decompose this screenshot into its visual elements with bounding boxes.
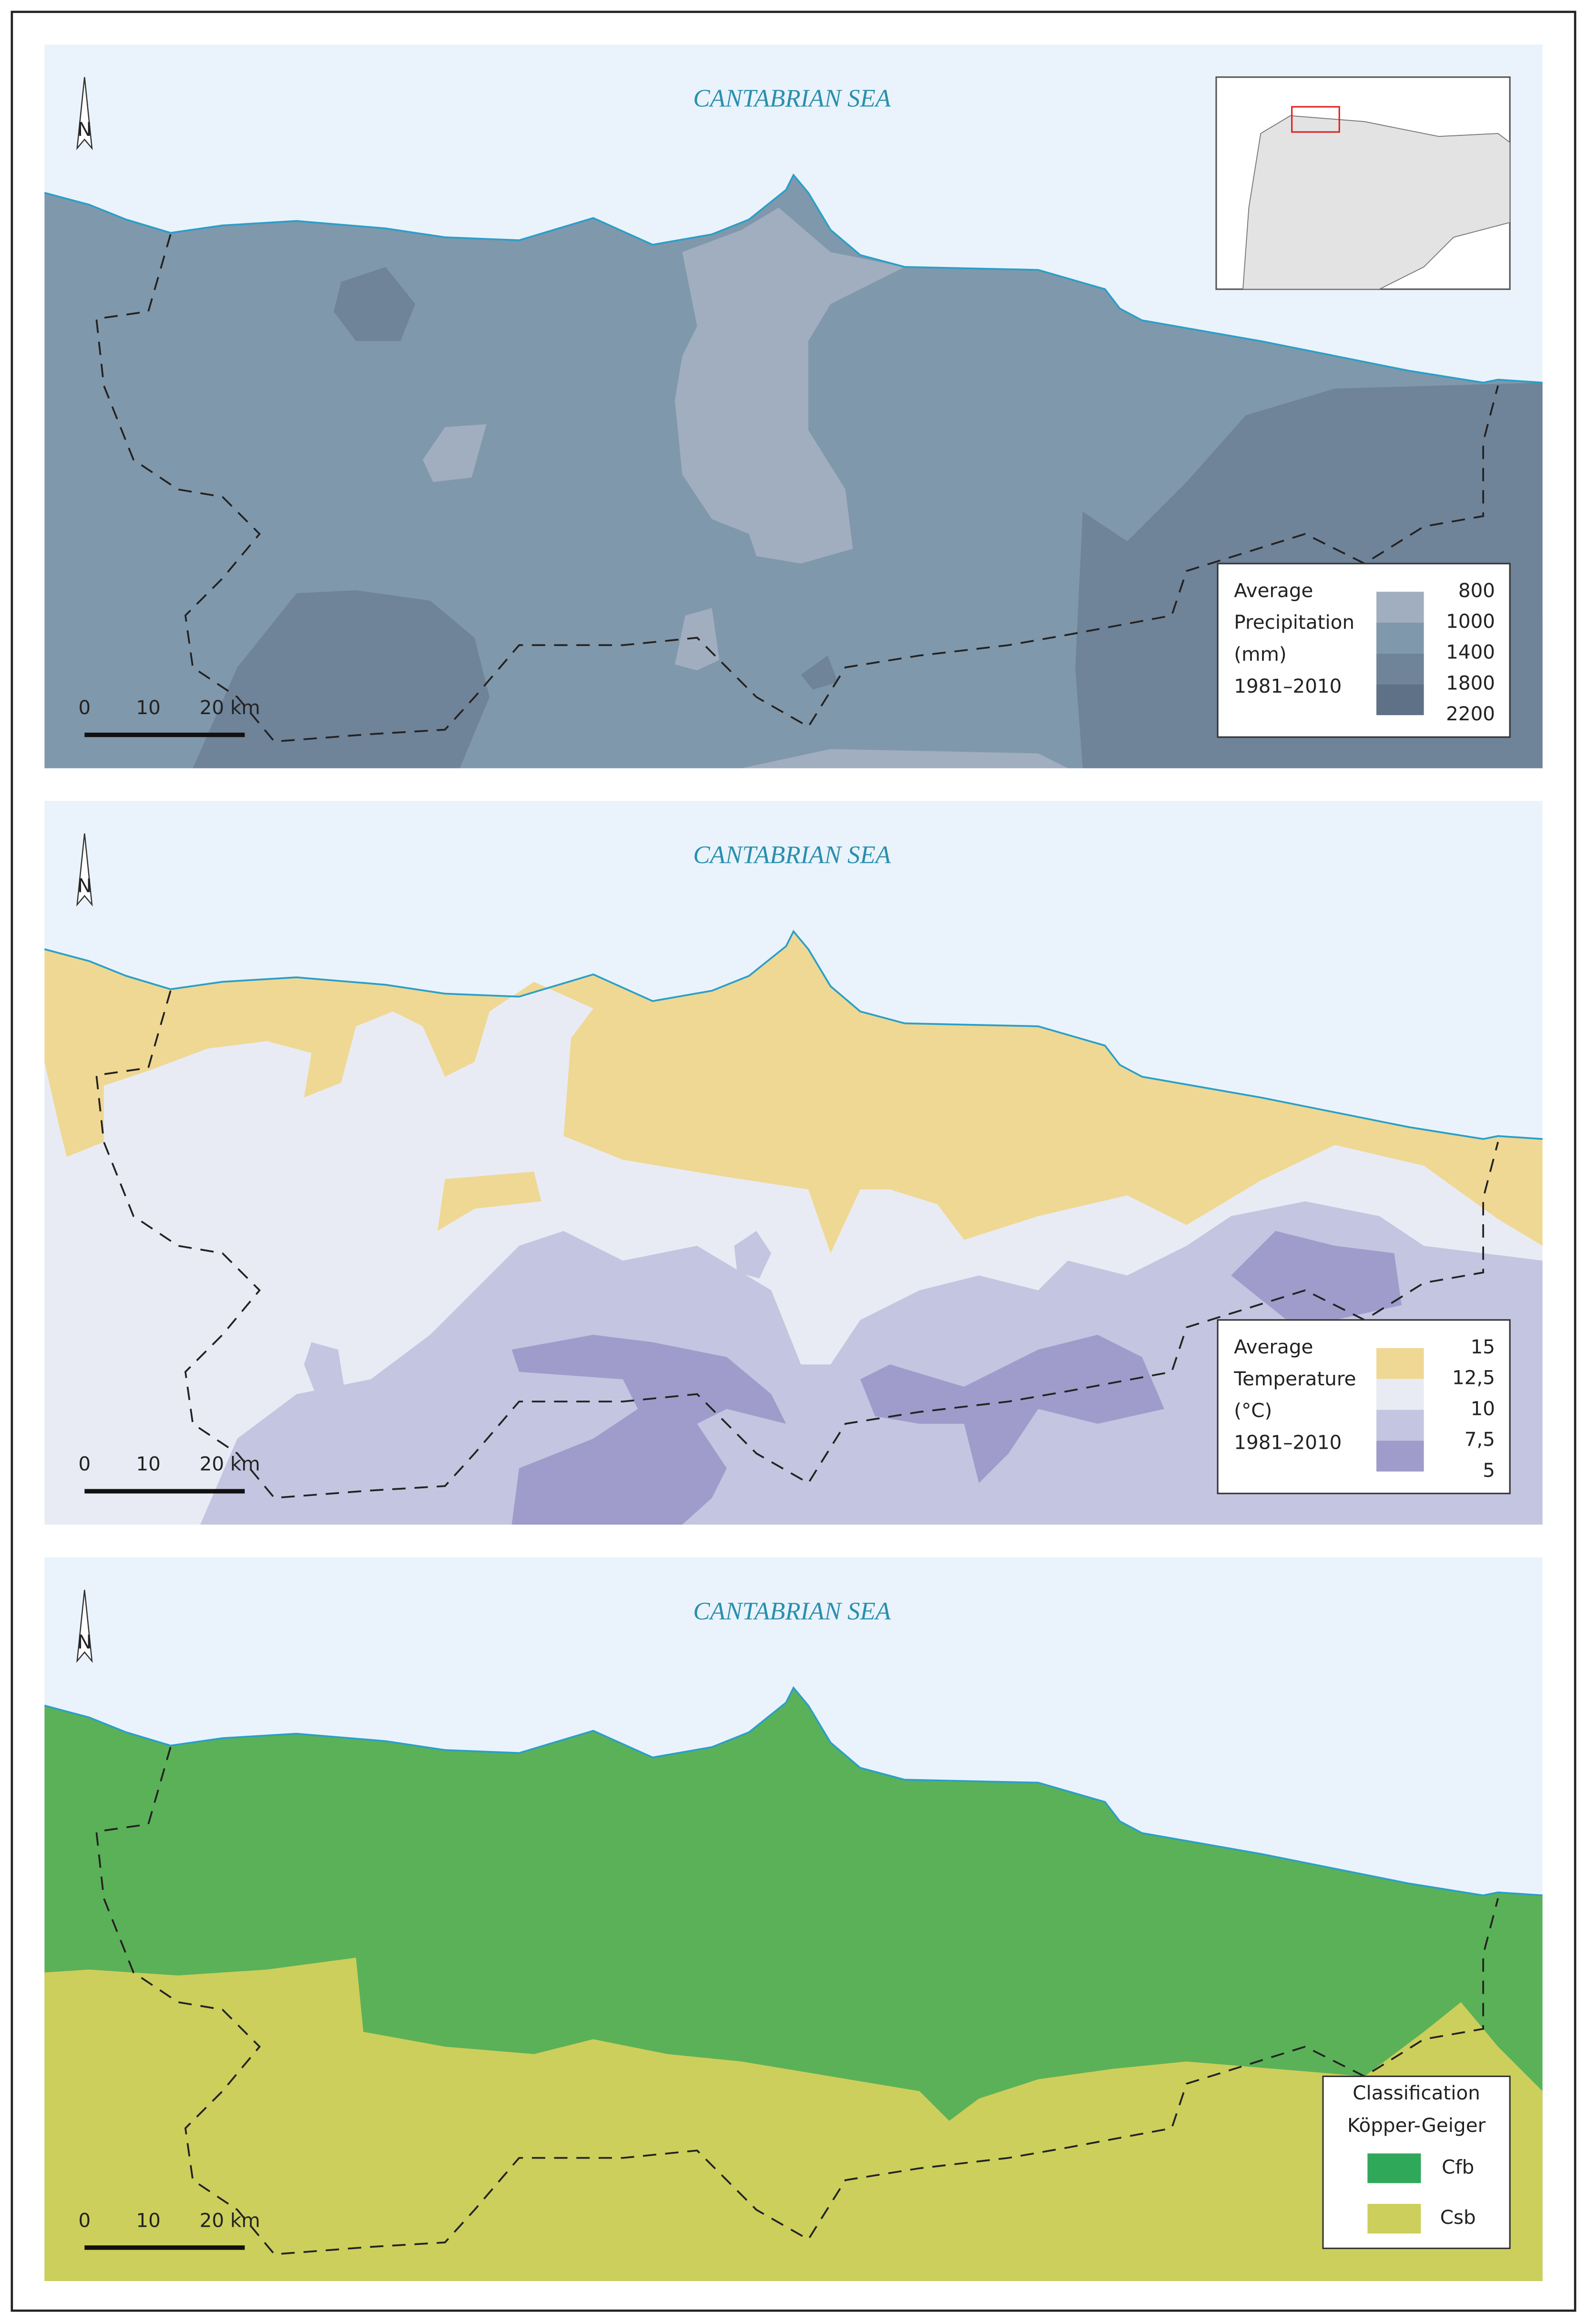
legend-label: 1000: [1446, 610, 1495, 633]
region: [860, 1334, 1165, 1484]
region: [511, 1334, 786, 1525]
region: [44, 931, 1543, 1253]
north-label: N: [77, 1630, 92, 1653]
coastline: [44, 173, 1543, 384]
legend-swatch: [1376, 1379, 1424, 1410]
coastline: [44, 1686, 1543, 1896]
legend-title: Köpper-Geiger: [1347, 2114, 1486, 2137]
legend-title: (mm): [1234, 643, 1286, 665]
region: [304, 1342, 345, 1392]
legend-swatch: [1376, 592, 1424, 623]
scale-label: 20 km: [200, 1453, 260, 1475]
region: [801, 655, 838, 690]
legend-title: (°C): [1234, 1399, 1272, 1422]
scale-label: 10: [136, 696, 160, 719]
north-arrow: [76, 1589, 93, 1663]
border: [95, 1747, 1499, 2255]
border: [95, 234, 1499, 743]
legend-swatch: [1376, 1441, 1424, 1472]
legend-label: Cfb: [1442, 2155, 1474, 2178]
region: [44, 1957, 1543, 2281]
legend-swatch: [1367, 2204, 1421, 2234]
legend-label: 2200: [1446, 702, 1495, 725]
inset-land: [1242, 115, 1511, 290]
legend-title: Average: [1234, 1335, 1313, 1358]
north-label: N: [77, 874, 92, 897]
legend-label: 5: [1483, 1459, 1495, 1482]
map-panel: CANTABRIAN SEA N 0 10 20 km Average Precipitat…: [44, 44, 1543, 768]
sea-label: CANTABRIAN SEA: [693, 841, 891, 869]
legend-title: Average: [1234, 579, 1313, 602]
legend-label: 800: [1458, 579, 1495, 602]
region: [193, 590, 490, 768]
map-panel: CANTABRIAN SEA N 0 10 20 km Classification Köp…: [44, 1557, 1543, 2281]
region: [742, 749, 1068, 768]
scale-bar: [84, 2245, 245, 2250]
scale-label: 10: [136, 1453, 160, 1475]
legend-label: Csb: [1440, 2206, 1476, 2229]
map-panel: CANTABRIAN SEA N 0 10 20 km Average Temperatur…: [44, 800, 1543, 1525]
region: [334, 266, 416, 341]
border: [95, 990, 1499, 1499]
sea-label: CANTABRIAN SEA: [693, 1597, 891, 1625]
legend-label: 15: [1471, 1335, 1495, 1358]
legend-label: 10: [1471, 1397, 1495, 1420]
legend-title: 1981–2010: [1234, 675, 1342, 697]
scale-label: 20 km: [200, 2209, 260, 2232]
legend-title: 1981–2010: [1234, 1431, 1342, 1454]
legend-title: Temperature: [1233, 1367, 1356, 1390]
coastline: [44, 930, 1543, 1140]
sea-label: CANTABRIAN SEA: [693, 85, 891, 113]
legend-title: Precipitation: [1234, 611, 1354, 634]
legend-label: 12,5: [1452, 1366, 1495, 1389]
legend: [1217, 1319, 1511, 1495]
legend-swatch: [1376, 653, 1424, 685]
legend-swatch: [1376, 623, 1424, 654]
legend-swatch: [1376, 684, 1424, 716]
region: [437, 1171, 541, 1231]
region: [422, 424, 487, 482]
legend-swatch: [1376, 1348, 1424, 1379]
legend-label: 1800: [1446, 671, 1495, 694]
scale-bar: [84, 1489, 245, 1494]
scale-label: 10: [136, 2209, 160, 2232]
legend-title: Classification: [1353, 2081, 1480, 2104]
scale-label: 0: [79, 696, 91, 719]
scale-bar: [84, 732, 245, 737]
north-arrow: [76, 77, 93, 151]
legend-swatch: [1376, 1410, 1424, 1441]
north-label: N: [77, 118, 92, 141]
legend-swatch: [1367, 2153, 1421, 2183]
north-arrow: [76, 833, 93, 907]
region: [200, 1201, 1543, 1525]
legend-label: 1400: [1446, 641, 1495, 664]
region: [675, 608, 720, 671]
region: [675, 207, 905, 564]
legend: [1217, 563, 1511, 738]
region: [734, 1231, 772, 1279]
scale-label: 0: [79, 1453, 91, 1475]
inset-focus: [1291, 106, 1340, 133]
scale-label: 20 km: [200, 696, 260, 719]
scale-label: 0: [79, 2209, 91, 2232]
legend-label: 7,5: [1465, 1428, 1495, 1451]
region: [1231, 1231, 1402, 1335]
